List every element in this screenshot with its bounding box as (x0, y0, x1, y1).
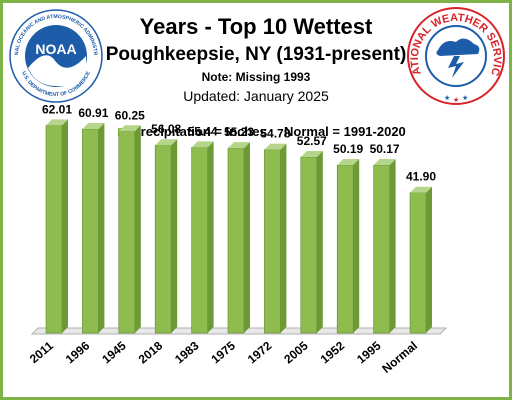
bar-top (46, 119, 68, 126)
bar (409, 192, 427, 334)
x-tick-label: 2005 (281, 338, 311, 366)
legend-series-label: Precipitation = Inches (132, 124, 267, 139)
nws-star-icon: ★ (462, 94, 468, 102)
x-tick-label: 1945 (99, 338, 129, 366)
x-tick-label: 2011 (27, 338, 56, 366)
x-tick-label: 1952 (318, 338, 348, 366)
data-label: 55.23 (224, 125, 254, 139)
chart-subtitle: Poughkeepsie, NY (1931-present) (105, 44, 407, 65)
data-label: 50.17 (370, 142, 400, 156)
bar (191, 147, 208, 334)
bar-top (300, 150, 323, 157)
bar-side (426, 186, 432, 333)
bar (373, 164, 390, 334)
bar-top (228, 142, 250, 149)
noaa-logo: NOAA NATIONAL OCEANIC AND ATMOSPHERIC AD… (6, 6, 103, 103)
bar-top (410, 186, 432, 193)
chart-note: Note: Missing 1993 (201, 70, 311, 84)
data-label: 60.25 (115, 108, 145, 122)
bar (154, 144, 172, 334)
x-tick-label: 1995 (354, 338, 384, 366)
data-label: 54.78 (260, 127, 290, 141)
bar-side (207, 141, 214, 333)
bar-side (353, 158, 360, 333)
x-tick-label: Normal (379, 339, 420, 376)
bar-top (337, 158, 360, 165)
chart-title: Years - Top 10 Wettest (139, 14, 373, 39)
bar-side (171, 139, 178, 333)
bar-top (118, 125, 141, 132)
bar-top (264, 143, 287, 150)
data-label: 55.44 (188, 124, 218, 138)
data-label: 41.90 (406, 170, 436, 184)
data-label: 52.57 (297, 134, 327, 148)
bar-side (316, 150, 323, 333)
data-label: 50.19 (333, 142, 363, 156)
noaa-wordmark: NOAA (35, 41, 76, 57)
bar-top (82, 123, 105, 130)
x-tick-label: 1996 (63, 338, 93, 366)
bar-side (62, 119, 68, 333)
data-label: 62.01 (42, 102, 72, 116)
bar-top (191, 141, 214, 148)
bar (336, 164, 354, 334)
x-tick-label: 1975 (208, 338, 238, 366)
nws-star-icon: ★ (444, 94, 450, 102)
bar-side (280, 143, 287, 333)
x-tick-label: 2018 (136, 338, 166, 366)
bar-side (134, 125, 141, 333)
bar-side (98, 123, 105, 333)
bar-top (373, 159, 396, 166)
bar (300, 156, 318, 334)
nws-star-icon: ★ (453, 96, 459, 104)
x-tick-label: 1972 (245, 338, 275, 366)
bar-side (244, 142, 250, 333)
data-label: 60.91 (78, 106, 108, 120)
nws-logo: NATIONAL WEATHER SERVICE ★ ★ ★ (404, 4, 505, 105)
bar-top (155, 139, 178, 146)
bar-side (389, 159, 396, 333)
bar (264, 149, 281, 334)
data-label: 56.08 (151, 122, 181, 136)
bar (45, 125, 63, 334)
x-tick-label: 1983 (172, 338, 202, 366)
bar (82, 128, 99, 334)
bar (227, 147, 245, 334)
chart-updated: Updated: January 2025 (183, 88, 329, 104)
bar (118, 130, 136, 334)
legend-normal-label: Normal = 1991-2020 (284, 124, 406, 139)
